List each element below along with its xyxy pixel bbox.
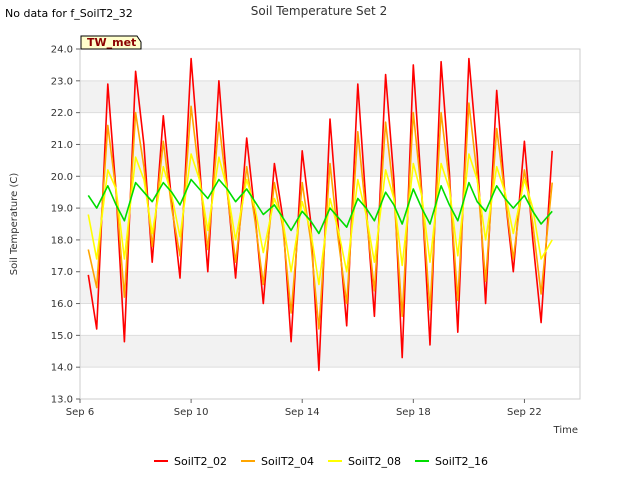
series-line-soilt2_08: [87, 153, 553, 286]
band: [80, 271, 580, 304]
y-tick-label: 20.0: [51, 172, 73, 183]
legend-label: SoilT2_08: [348, 455, 401, 468]
y-axis-ticks: 13.0 14.0 15.0 16.0 17.0 18.0 19.0 20.0 21.0 22.0…: [51, 45, 80, 406]
x-tick-label: Sep 6: [66, 407, 94, 418]
y-tick-label: 17.0: [51, 267, 73, 278]
x-tick-label: Sep 14: [285, 407, 320, 418]
series-line-soilt2_16: [87, 178, 553, 235]
y-tick-label: 19.0: [51, 204, 73, 215]
y-tick-label: 22.0: [51, 108, 73, 119]
series-line-soilt2_02: [87, 57, 553, 372]
x-tick-label: Sep 18: [396, 407, 431, 418]
legend-label: SoilT2_16: [435, 455, 488, 468]
y-tick-label: 23.0: [51, 76, 73, 87]
x-axis-label: Time: [553, 425, 578, 436]
y-tick-label: 16.0: [51, 299, 73, 310]
tw-met-badge-label: TW_met: [87, 36, 136, 49]
tw-met-badge: TW_met: [80, 35, 142, 50]
y-axis-label: Soil Temperature (C): [9, 173, 20, 276]
y-tick-label: 18.0: [51, 235, 73, 246]
y-tick-label: 15.0: [51, 331, 73, 342]
y-tick-label: 13.0: [51, 395, 73, 406]
plot-frame: [79, 48, 581, 400]
no-data-message: No data for f_SoilT2_32: [5, 7, 133, 20]
series-line-soilt2_04: [87, 102, 553, 330]
y-tick-label: 24.0: [51, 45, 73, 56]
band: [80, 208, 580, 240]
x-tick-label: Sep 10: [174, 407, 209, 418]
legend: SoilT2_02 SoilT2_04 SoilT2_08 SoilT2_16: [154, 455, 488, 468]
x-tick-label: Sep 22: [507, 407, 542, 418]
series-lines: [87, 57, 553, 372]
y-tick-label: 14.0: [51, 363, 73, 374]
chart-title: Soil Temperature Set 2: [251, 4, 387, 18]
y-tick-label: 21.0: [51, 140, 73, 151]
legend-label: SoilT2_04: [261, 455, 314, 468]
legend-label: SoilT2_02: [174, 455, 227, 468]
band: [80, 80, 580, 113]
x-axis-ticks: Sep 6 Sep 10 Sep 14 Sep 18 Sep 22: [66, 399, 542, 418]
band: [80, 335, 580, 368]
